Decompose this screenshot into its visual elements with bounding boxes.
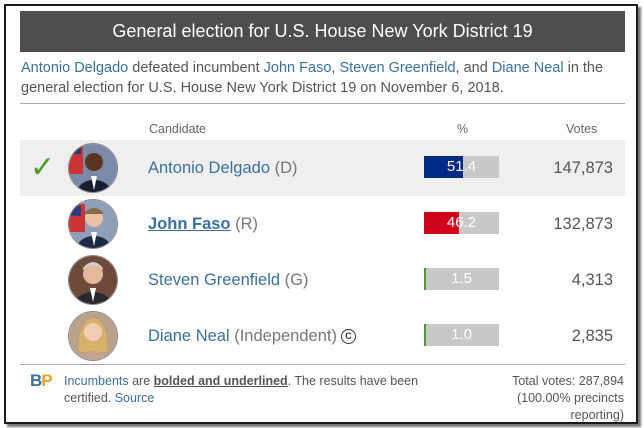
vote-share-fill [424, 212, 459, 234]
vote-share-bar: 51.4 [424, 156, 499, 178]
column-header-candidate: Candidate [149, 122, 206, 136]
vote-count: 2,835 [571, 327, 613, 345]
candidate-name[interactable]: Antonio Delgado (D) [148, 159, 298, 177]
vote-share-fill [424, 268, 426, 290]
vote-share-fill [424, 324, 426, 346]
candidate-link-greenfield[interactable]: Steven Greenfield [339, 60, 456, 76]
vote-share-fill [424, 156, 463, 178]
vote-count: 132,873 [553, 215, 613, 233]
candidate-photo [68, 255, 118, 305]
candidate-name[interactable]: Steven Greenfield (G) [148, 271, 309, 289]
vote-share-bar: 46.2 [424, 212, 499, 234]
candidate-photo [68, 143, 118, 193]
results-footnote: Incumbents are bolded and underlined. Th… [64, 374, 419, 405]
vote-count: 4,313 [571, 271, 613, 289]
candidate-link-faso[interactable]: John Faso [263, 60, 332, 76]
candidate-link-delgado[interactable]: Antonio Delgado [21, 60, 129, 76]
candidate-photo [68, 199, 118, 249]
candidate-name[interactable]: John Faso (R) [148, 215, 259, 233]
result-row: Steven Greenfield (G) 1.5 4,313 [20, 252, 625, 308]
winner-check-icon: ✓ [30, 151, 56, 184]
results-summary: Antonio Delgado defeated incumbent John … [21, 60, 604, 96]
vote-count: 147,873 [553, 159, 613, 177]
vote-share-label: 46.2 [446, 214, 477, 231]
total-votes: Total votes: 287,894 (100.00% precincts … [512, 374, 624, 422]
column-header-votes: Votes [566, 122, 598, 136]
ballotpedia-logo: BP [30, 371, 53, 390]
source-link[interactable]: Source [114, 391, 155, 405]
divider [20, 364, 625, 365]
vote-share-bar: 1.5 [424, 268, 499, 290]
candidate-link-neal[interactable]: Diane Neal [491, 60, 564, 76]
result-row: Diane Neal (Independent) C 1.0 2,835 [20, 308, 625, 364]
page-title: General election for U.S. House New York… [20, 11, 625, 52]
vote-share-bar: 1.0 [424, 324, 499, 346]
vote-share-label: 1.5 [451, 270, 472, 287]
result-row: John Faso (R) 46.2 132,873 [20, 196, 625, 252]
column-header-percent: % [457, 122, 469, 136]
result-row: ✓ Antonio Delgado (D) 51.4 147,873 [20, 140, 625, 196]
incumbents-link[interactable]: Incumbents [64, 374, 129, 388]
candidate-photo [68, 311, 118, 361]
candidate-connection-icon: C [340, 329, 356, 345]
vote-share-label: 51.4 [446, 158, 477, 175]
vote-share-label: 1.0 [451, 326, 472, 343]
divider [20, 103, 625, 104]
candidate-name[interactable]: Diane Neal (Independent) C [148, 308, 356, 364]
